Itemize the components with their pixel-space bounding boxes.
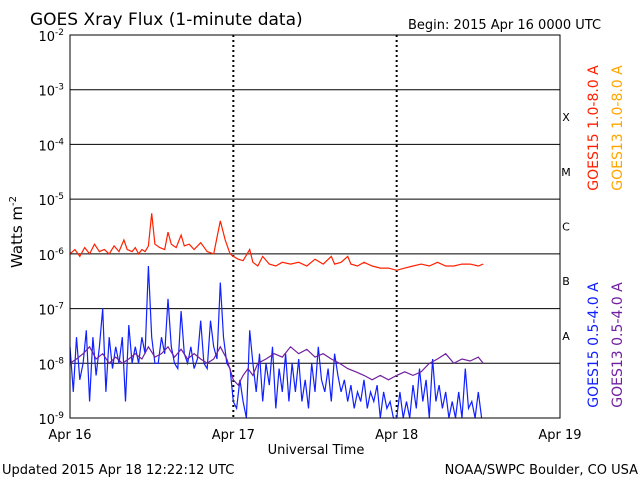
y-tick-label: 10-9	[38, 411, 64, 428]
grid-lines	[70, 89, 560, 364]
y-tick-exp: -4	[55, 137, 64, 147]
y-tick-exp: -3	[55, 83, 64, 93]
x-tick-label: Apr 18	[375, 428, 418, 443]
y-tick-exp: -5	[55, 192, 64, 202]
y-tick-base: 10	[38, 358, 55, 373]
series-line-3	[69, 345, 484, 387]
y-tick-label: 10-5	[38, 192, 64, 209]
day-divider-lines	[232, 35, 398, 418]
y-tick-exp: -7	[55, 302, 64, 312]
x-tick-label: Apr 17	[212, 428, 255, 443]
flare-class-label: B	[562, 275, 570, 288]
y-tick-base: 10	[38, 194, 55, 209]
y-tick-exp: -9	[55, 411, 64, 421]
credit-label: NOAA/SWPC Boulder, CO USA	[445, 463, 638, 478]
begin-label: Begin: 2015 Apr 16 0000 UTC	[408, 18, 601, 33]
legend-entry: GOES15 1.0-8.0 A	[586, 65, 602, 191]
x-tick-label: Apr 16	[48, 428, 91, 443]
y-tick-label: 10-4	[38, 137, 64, 154]
x-tick-labels: Apr 16 Apr 17 Apr 18 Apr 19	[48, 428, 581, 443]
y-axis-label: Watts m-2	[8, 196, 26, 268]
y-tick-exp: -2	[55, 28, 64, 38]
chart-title: GOES Xray Flux (1-minute data)	[30, 10, 303, 30]
legend-entry: GOES13 1.0-8.0 A	[610, 65, 626, 191]
y-tick-label: 10-7	[38, 302, 64, 319]
updated-label: Updated 2015 Apr 18 12:22:12 UTC	[2, 463, 234, 478]
y-tick-exp: -8	[55, 356, 64, 366]
legend: GOES15 1.0-8.0 A GOES13 1.0-8.0 A GOES15 0…	[586, 65, 626, 408]
flare-class-labels: A B C M X	[561, 111, 571, 343]
y-tick-labels: 10-910-810-710-610-510-410-310-2	[38, 28, 64, 428]
y-tick-base: 10	[38, 249, 55, 264]
flare-class-label: M	[561, 166, 571, 179]
y-tick-base: 10	[38, 139, 55, 154]
y-tick-base: 10	[38, 413, 55, 428]
y-tick-base: 10	[38, 30, 55, 45]
flare-class-label: A	[562, 330, 570, 343]
y-axis-label-text: Watts m	[8, 206, 26, 268]
y-tick-exp: -6	[55, 247, 64, 257]
y-tick-base: 10	[38, 85, 55, 100]
y-axis-label-sup: -2	[8, 196, 19, 206]
series-line-2	[69, 265, 483, 419]
x-axis-label: Universal Time	[268, 443, 365, 458]
legend-entry: GOES15 0.5-4.0 A	[586, 282, 602, 408]
series-line-0	[69, 213, 484, 271]
y-tick-label: 10-2	[38, 28, 64, 45]
plot-frame	[69, 34, 561, 419]
flare-class-label: X	[562, 111, 570, 124]
x-tick-label: Apr 19	[538, 428, 581, 443]
y-tick-base: 10	[38, 304, 55, 319]
y-tick-label: 10-6	[38, 247, 64, 264]
y-tick-label: 10-3	[38, 83, 64, 100]
y-tick-label: 10-8	[38, 356, 64, 373]
series-layer	[69, 213, 484, 419]
flare-class-label: C	[562, 221, 570, 234]
legend-entry: GOES13 0.5-4.0 A	[610, 282, 626, 408]
